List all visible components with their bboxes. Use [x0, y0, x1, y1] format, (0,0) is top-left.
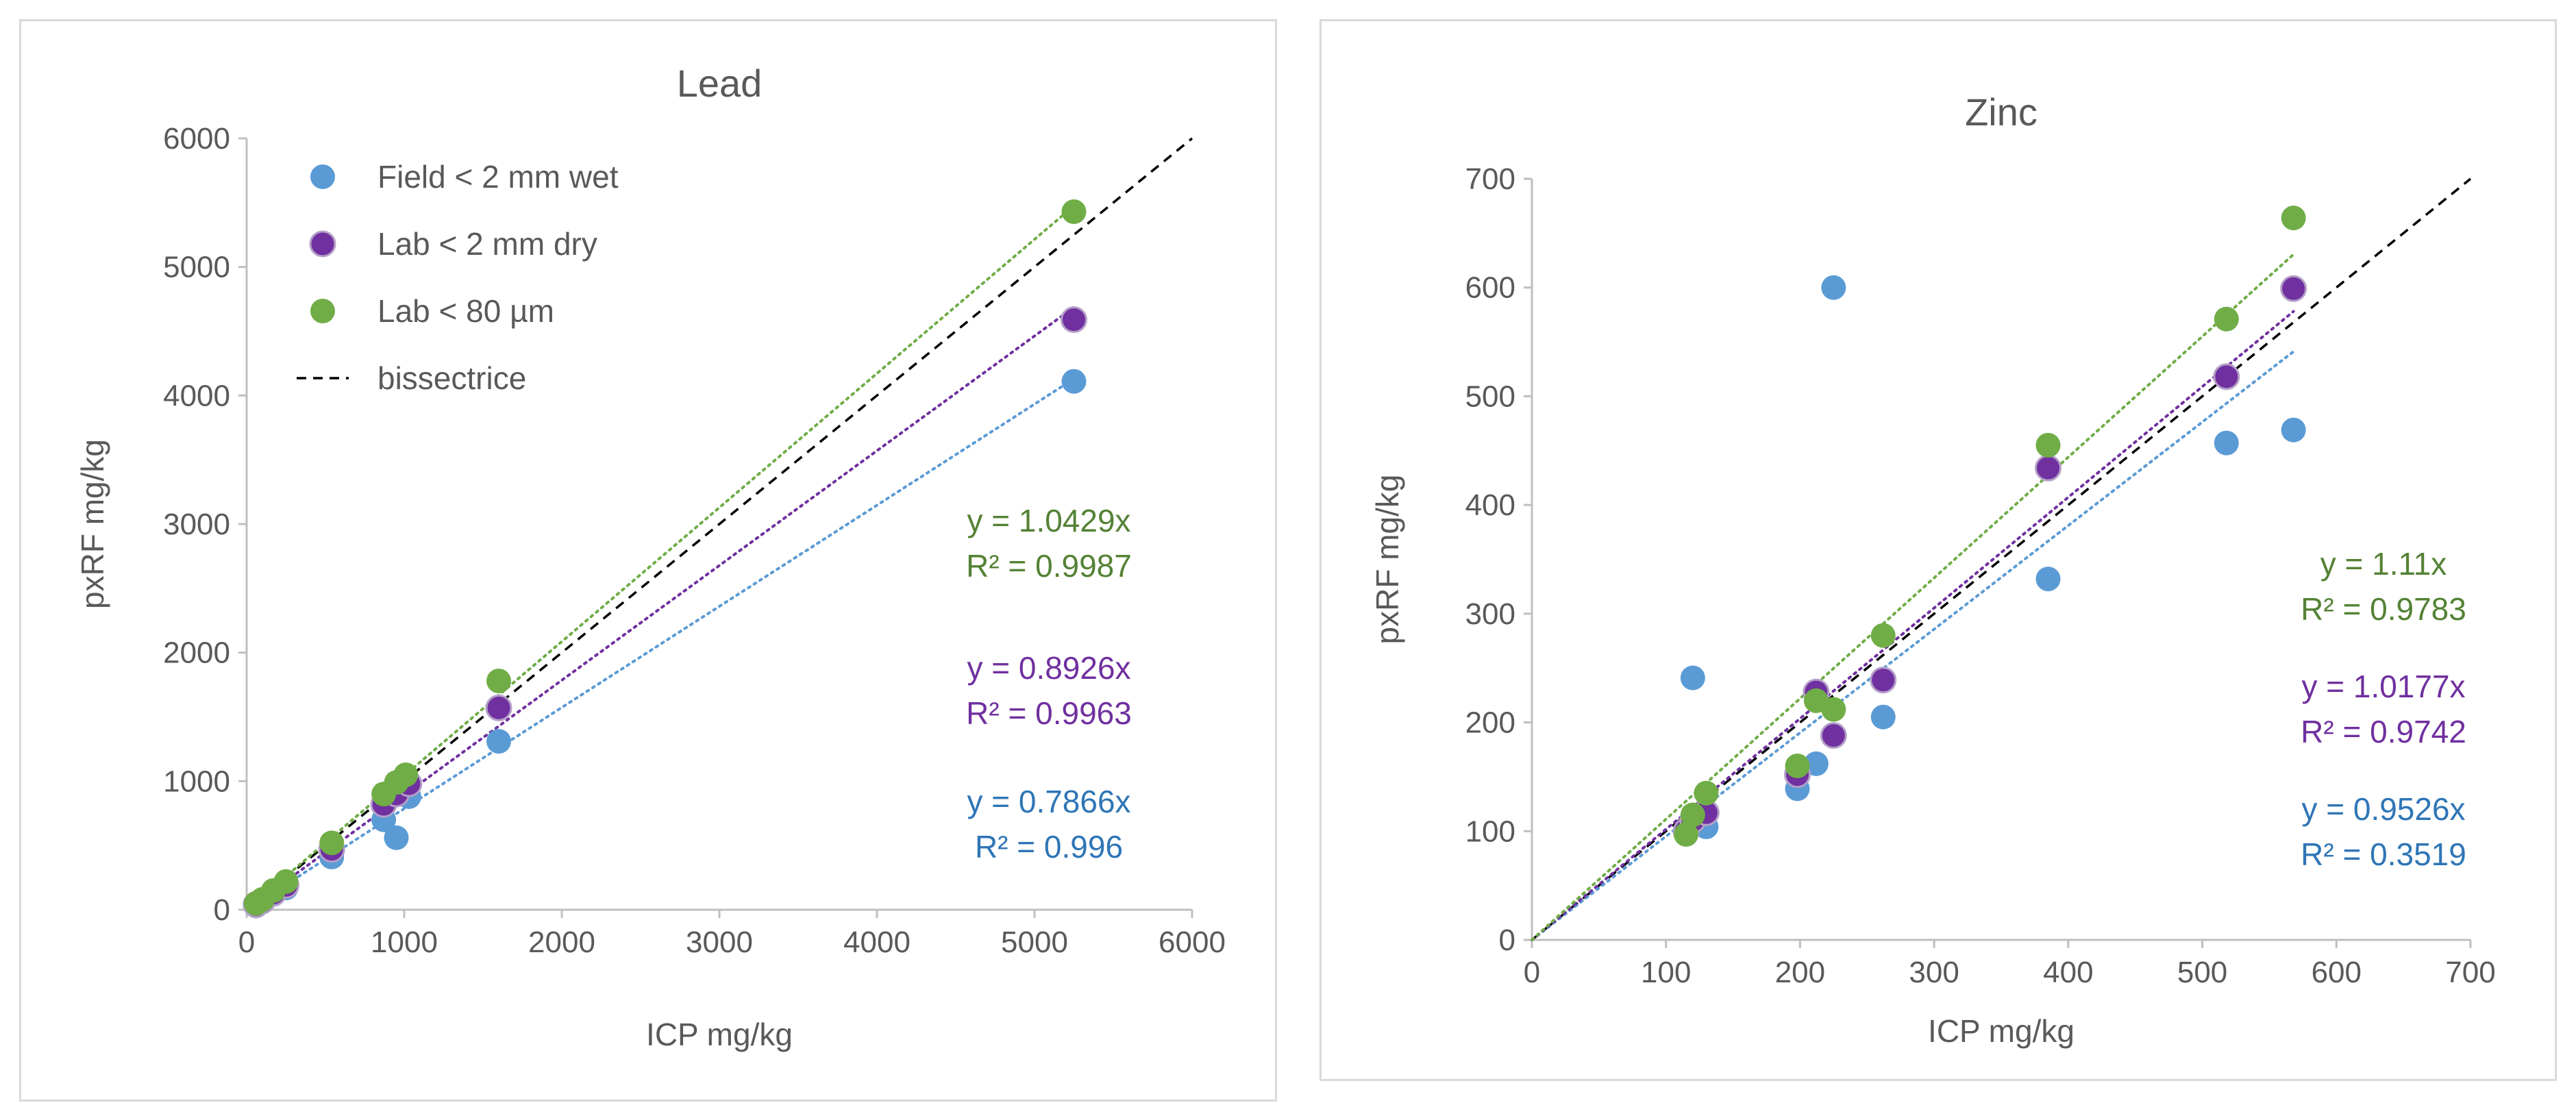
y-tick-label: 200 — [1465, 706, 1515, 740]
chart-title: Zinc — [1965, 90, 2038, 134]
trendline-equation: y = 0.9526x — [2301, 791, 2465, 827]
data-point-field-2-mm-wet — [384, 825, 409, 850]
trendline-field-2-mm-wet — [245, 377, 1076, 911]
y-tick-label: 5000 — [163, 251, 230, 284]
data-point-lab-80-m — [2281, 206, 2306, 231]
trendline-equation: y = 1.0429x — [967, 503, 1130, 538]
data-point-lab-80-m — [393, 762, 419, 787]
data-point-lab-2-mm-dry — [2035, 454, 2061, 482]
data-point-field-2-mm-wet — [1680, 665, 1705, 691]
trendline-field-2-mm-wet — [1531, 350, 2295, 941]
y-tick-label: 3000 — [163, 508, 230, 541]
trendline-lab-2-mm-dry — [1531, 310, 2295, 941]
y-tick-label: 1000 — [163, 765, 230, 798]
zinc-chart-panel: Zinc 0 100 200 300 400 500 600 700 0 100 200 300 400 5… — [1320, 19, 2557, 1081]
x-tick-label: 400 — [2043, 956, 2093, 989]
data-point-field-2-mm-wet — [2035, 567, 2061, 592]
x-tick-label: 200 — [1775, 956, 1825, 989]
trendline-equation: y = 1.0177x — [2301, 669, 2465, 704]
y-tick-label: 700 — [1465, 162, 1515, 196]
data-point-lab-2-mm-dry — [1061, 306, 1087, 334]
trendline-equation: y = 0.8926x — [967, 650, 1130, 686]
y-tick-label: 600 — [1465, 271, 1515, 305]
x-tick-label: 0 — [238, 926, 255, 959]
data-point-lab-80-m — [1785, 754, 1810, 779]
trendline-equation: y = 0.7866x — [967, 784, 1130, 819]
y-tick-label: 6000 — [163, 122, 230, 156]
data-point-lab-80-m — [1674, 822, 1699, 847]
data-point-lab-2-mm-dry — [485, 694, 512, 721]
legend-label: bissectrice — [377, 360, 526, 396]
data-point-field-2-mm-wet — [486, 729, 511, 754]
y-axis-title: pxRF mg/kg — [1370, 475, 1405, 645]
y-tick-label: 0 — [214, 893, 230, 927]
x-tick-label: 700 — [2445, 956, 2495, 989]
zinc-chart: Zinc 0 100 200 300 400 500 600 700 0 100 200 300 400 5… — [1370, 90, 2496, 1049]
trendline-lab-2-mm-dry — [245, 306, 1076, 911]
data-point-lab-80-m — [273, 869, 299, 894]
y-tick-label: 300 — [1465, 597, 1515, 631]
data-point-lab-2-mm-dry — [1820, 722, 1847, 749]
y-axis-title: pxRF mg/kg — [75, 439, 110, 609]
x-tick-label: 1000 — [371, 926, 438, 959]
data-point-lab-80-m — [2035, 432, 2061, 458]
x-axis-title: ICP mg/kg — [646, 1017, 793, 1052]
y-tick-label: 2000 — [163, 636, 230, 670]
chart-title: Lead — [677, 62, 763, 105]
trendline-r-squared: R² = 0.9742 — [2301, 714, 2466, 749]
trendline-r-squared: R² = 0.9783 — [2301, 591, 2466, 627]
data-point-lab-2-mm-dry — [2213, 363, 2240, 390]
data-point-field-2-mm-wet — [1821, 275, 1846, 300]
x-tick-label: 500 — [2177, 956, 2227, 989]
data-point-field-2-mm-wet — [2281, 417, 2306, 443]
trendline-lab-80-m — [1531, 253, 2295, 941]
y-tick-label: 0 — [1499, 923, 1515, 957]
data-point-field-2-mm-wet — [1870, 704, 1896, 730]
x-tick-label: 300 — [1909, 956, 1959, 989]
lead-chart-panel: Lead 0 1000 2000 3000 4000 5000 6000 0 1000 2000 30… — [19, 19, 1277, 1102]
y-tick-label: 4000 — [163, 379, 230, 412]
x-axis-title: ICP mg/kg — [1928, 1013, 2075, 1049]
trendline-r-squared: R² = 0.9987 — [966, 548, 1132, 584]
y-tick-label: 400 — [1465, 488, 1515, 522]
lead-chart: Lead 0 1000 2000 3000 4000 5000 6000 0 1000 2000 30… — [75, 62, 1226, 1052]
trendline-r-squared: R² = 0.3519 — [2301, 836, 2466, 872]
y-tick-label: 500 — [1465, 380, 1515, 413]
legend-label: Field < 2 mm wet — [377, 159, 619, 195]
legend-label: Lab < 2 mm dry — [377, 226, 597, 262]
x-tick-label: 2000 — [528, 926, 595, 959]
data-point-lab-80-m — [1821, 697, 1846, 722]
x-tick-label: 3000 — [686, 926, 753, 959]
x-tick-label: 100 — [1641, 956, 1691, 989]
data-point-lab-2-mm-dry — [2280, 275, 2307, 302]
data-point-lab-80-m — [2214, 306, 2239, 332]
data-point-lab-80-m — [1694, 780, 1719, 806]
x-tick-label: 5000 — [1001, 926, 1068, 959]
trendline-equation: y = 1.11x — [2320, 546, 2447, 582]
data-point-lab-80-m — [1870, 623, 1896, 648]
data-point-lab-80-m — [1680, 802, 1705, 828]
legend-marker — [310, 299, 335, 323]
x-tick-label: 6000 — [1159, 926, 1226, 959]
data-point-field-2-mm-wet — [1803, 751, 1829, 776]
data-point-lab-80-m — [486, 668, 511, 693]
trendline-r-squared: R² = 0.9963 — [966, 695, 1132, 731]
trendline-r-squared: R² = 0.996 — [975, 829, 1123, 865]
legend-marker — [310, 164, 335, 189]
data-point-lab-80-m — [319, 830, 345, 856]
y-tick-label: 100 — [1465, 815, 1515, 848]
x-tick-label: 600 — [2312, 956, 2362, 989]
data-point-field-2-mm-wet — [2214, 430, 2239, 456]
x-tick-label: 4000 — [843, 926, 911, 959]
x-tick-label: 0 — [1524, 956, 1540, 989]
data-point-field-2-mm-wet — [1061, 369, 1087, 394]
data-point-lab-2-mm-dry — [1870, 667, 1897, 694]
legend-marker — [309, 230, 336, 258]
data-point-lab-80-m — [1061, 199, 1087, 224]
legend-label: Lab < 80 µm — [377, 293, 554, 329]
